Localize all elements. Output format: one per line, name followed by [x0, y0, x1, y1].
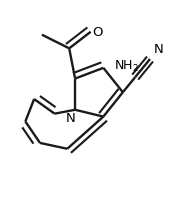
Text: N: N	[65, 112, 75, 125]
Text: O: O	[93, 26, 103, 39]
Text: NH$_2$: NH$_2$	[114, 59, 139, 74]
Text: N: N	[154, 43, 164, 56]
